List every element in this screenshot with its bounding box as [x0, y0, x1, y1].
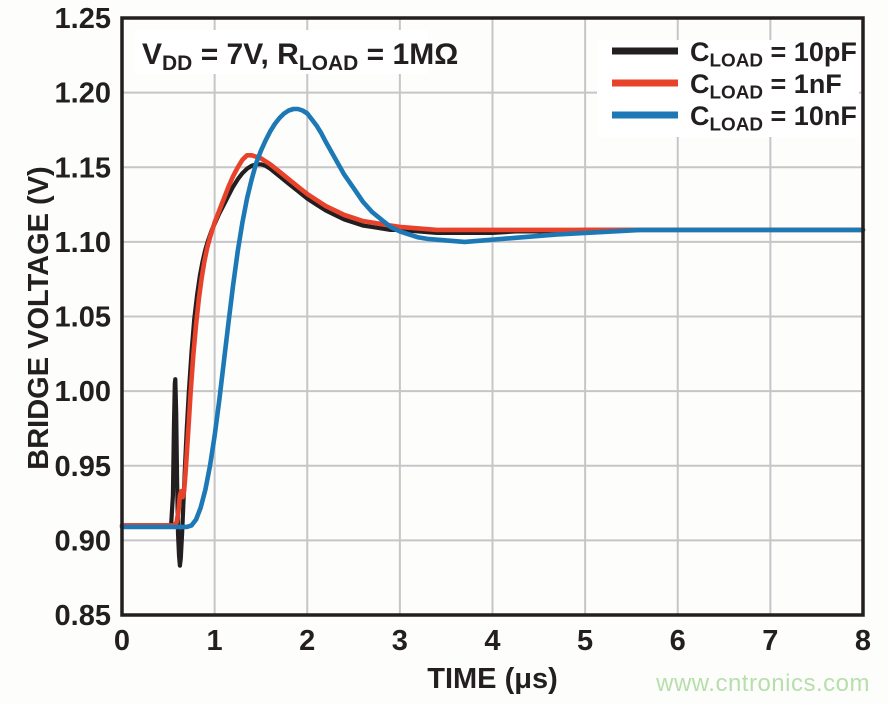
- x-tick-label: 3: [392, 625, 408, 657]
- x-tick-label: 7: [762, 625, 778, 657]
- x-tick-label: 4: [484, 625, 500, 657]
- y-tick-label: 1.25: [55, 3, 111, 35]
- legend-label-cload-10pf: CLOAD = 10pF: [690, 37, 857, 71]
- y-tick-label: 0.90: [55, 525, 111, 557]
- x-tick-label: 5: [577, 625, 593, 657]
- y-tick-label: 1.00: [55, 376, 111, 408]
- y-tick-label: 0.95: [55, 451, 111, 483]
- y-tick-label: 1.05: [55, 302, 111, 334]
- y-tick-label: 0.85: [55, 600, 111, 632]
- annotation-text: VDD = 7V, RLOAD = 1MΩ: [142, 38, 458, 75]
- legend-label-cload-10nf: CLOAD = 10nF: [690, 101, 857, 135]
- series-line-cload-10nf: [119, 106, 866, 530]
- x-tick-label: 8: [855, 625, 871, 657]
- x-tick-label: 1: [207, 625, 223, 657]
- series-line-cload-10pf: [119, 162, 866, 568]
- annotation-backing: [134, 30, 428, 74]
- x-tick-label: 6: [670, 625, 686, 657]
- y-tick-label: 1.20: [55, 78, 111, 110]
- y-axis-title: BRIDGE VOLTAGE (V): [23, 166, 55, 469]
- legend-label-cload-1nf: CLOAD = 1nF: [690, 69, 842, 103]
- y-tick-label: 1.10: [55, 227, 111, 259]
- x-axis-title: TIME (μs): [427, 663, 558, 695]
- x-tick-label: 2: [299, 625, 315, 657]
- y-tick-label: 1.15: [55, 152, 111, 184]
- watermark: www.cntronics.com: [656, 670, 870, 697]
- plot-frame: [120, 16, 865, 617]
- legend-backing: [597, 40, 859, 137]
- x-tick-label: 0: [114, 625, 130, 657]
